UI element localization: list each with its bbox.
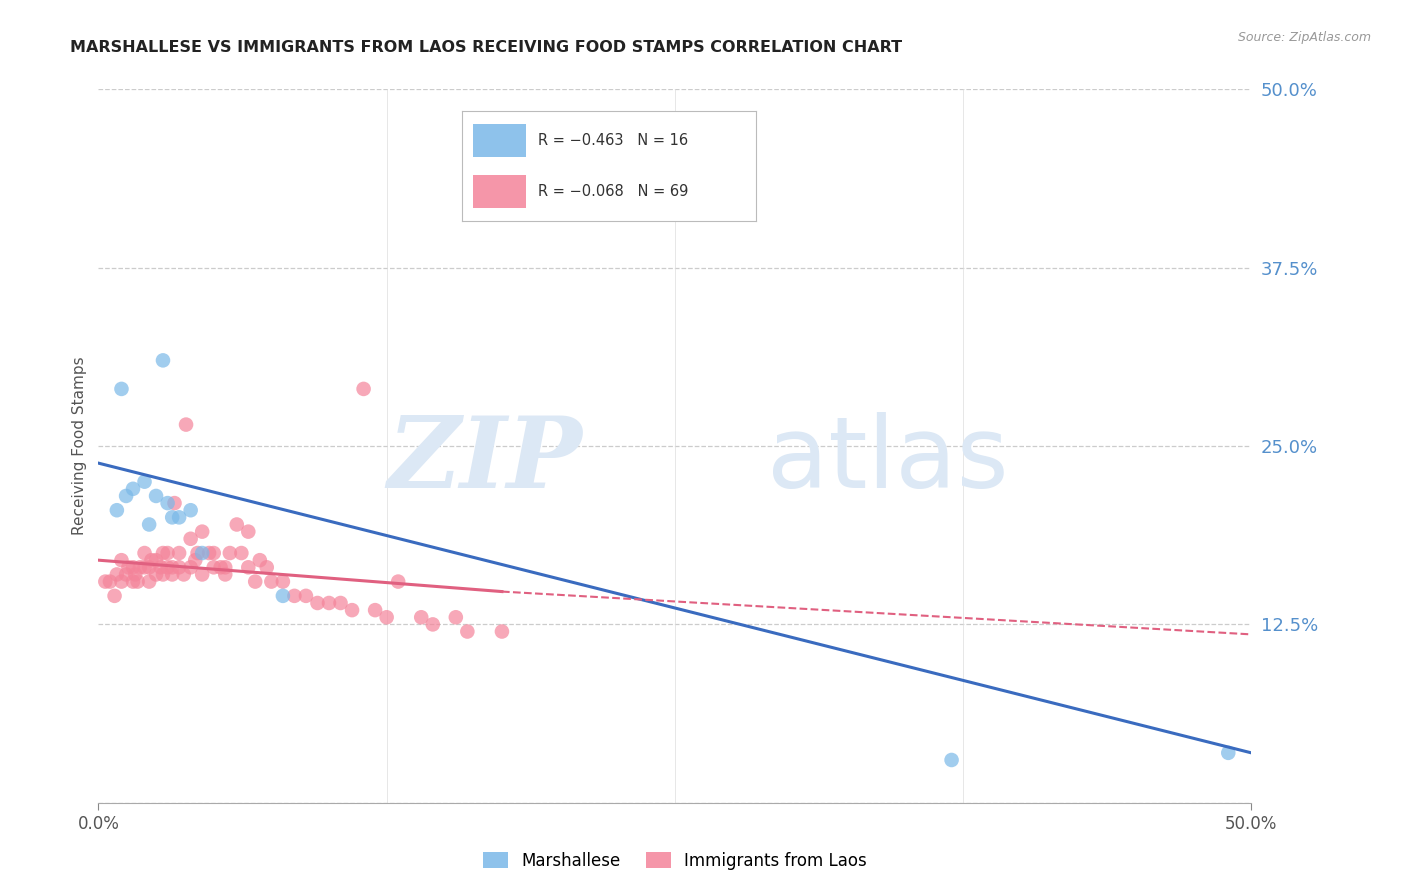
Y-axis label: Receiving Food Stamps: Receiving Food Stamps — [72, 357, 87, 535]
Point — [117, 560, 139, 574]
Point — [941, 753, 963, 767]
Point — [167, 510, 190, 524]
Point — [173, 567, 195, 582]
Point — [160, 560, 183, 574]
Point — [115, 489, 138, 503]
Point — [134, 475, 156, 489]
Point — [110, 574, 132, 589]
Point — [167, 560, 190, 574]
Point — [444, 610, 467, 624]
Text: ZIP: ZIP — [388, 412, 582, 508]
Point — [191, 546, 214, 560]
Point — [163, 496, 186, 510]
Point — [231, 546, 253, 560]
Point — [156, 496, 179, 510]
Point — [225, 517, 247, 532]
Point — [105, 503, 128, 517]
Point — [160, 510, 183, 524]
Point — [105, 567, 128, 582]
Point — [202, 546, 225, 560]
Point — [138, 560, 160, 574]
Point — [103, 589, 125, 603]
Point — [122, 574, 145, 589]
Point — [138, 574, 160, 589]
Point — [124, 567, 146, 582]
Point — [145, 567, 167, 582]
Point — [214, 567, 236, 582]
Point — [422, 617, 444, 632]
Point — [180, 560, 202, 574]
Point — [256, 560, 278, 574]
Point — [184, 553, 207, 567]
Point — [152, 353, 174, 368]
Point — [174, 417, 197, 432]
Point — [138, 517, 160, 532]
Point — [340, 603, 363, 617]
Point — [202, 560, 225, 574]
Point — [180, 532, 202, 546]
Point — [1218, 746, 1240, 760]
Point — [115, 567, 138, 582]
Point — [122, 482, 145, 496]
Point — [198, 546, 221, 560]
Point — [271, 574, 294, 589]
Point — [191, 567, 214, 582]
Point — [129, 560, 152, 574]
Point — [260, 574, 283, 589]
Point — [364, 603, 387, 617]
Point — [160, 567, 183, 582]
Point — [456, 624, 478, 639]
Text: MARSHALLESE VS IMMIGRANTS FROM LAOS RECEIVING FOOD STAMPS CORRELATION CHART: MARSHALLESE VS IMMIGRANTS FROM LAOS RECE… — [70, 40, 903, 55]
Point — [127, 574, 149, 589]
Point — [94, 574, 117, 589]
Point — [156, 546, 179, 560]
Point — [180, 503, 202, 517]
Point — [152, 546, 174, 560]
Point — [375, 610, 398, 624]
Point — [238, 560, 260, 574]
Point — [295, 589, 318, 603]
Point — [318, 596, 340, 610]
Point — [110, 382, 132, 396]
Point — [191, 524, 214, 539]
Point — [214, 560, 236, 574]
Point — [271, 589, 294, 603]
Text: Source: ZipAtlas.com: Source: ZipAtlas.com — [1237, 31, 1371, 45]
Point — [218, 546, 240, 560]
Point — [238, 524, 260, 539]
Point — [156, 560, 179, 574]
Point — [149, 560, 172, 574]
Point — [167, 546, 190, 560]
Point — [329, 596, 352, 610]
Point — [145, 489, 167, 503]
Point — [110, 553, 132, 567]
Point — [353, 382, 375, 396]
Legend: Marshallese, Immigrants from Laos: Marshallese, Immigrants from Laos — [477, 846, 873, 877]
Point — [249, 553, 271, 567]
Point — [134, 546, 156, 560]
Point — [387, 574, 409, 589]
Point — [307, 596, 329, 610]
Point — [141, 553, 163, 567]
Point — [209, 560, 232, 574]
Point — [98, 574, 121, 589]
Point — [245, 574, 267, 589]
Point — [411, 610, 433, 624]
Point — [152, 567, 174, 582]
Point — [491, 624, 513, 639]
Point — [145, 553, 167, 567]
Point — [134, 560, 156, 574]
Text: atlas: atlas — [768, 412, 1008, 508]
Point — [283, 589, 305, 603]
Point — [122, 560, 145, 574]
Point — [187, 546, 209, 560]
